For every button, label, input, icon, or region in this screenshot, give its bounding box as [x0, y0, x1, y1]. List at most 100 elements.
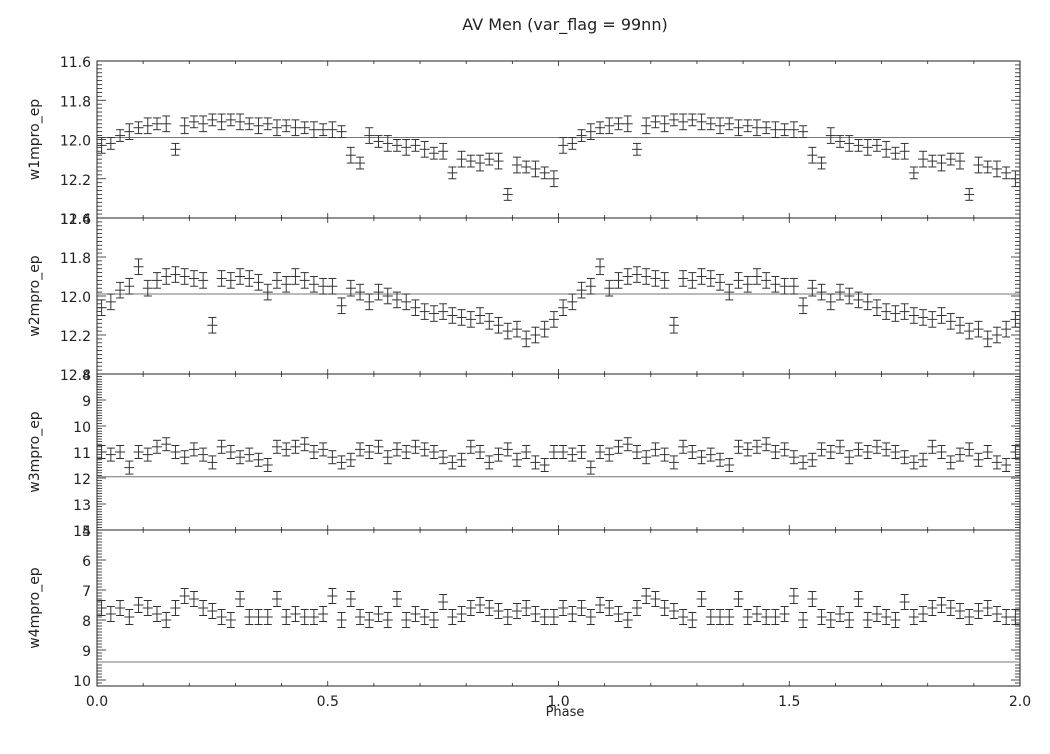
data-point: [456, 150, 467, 168]
data-point: [908, 166, 919, 180]
data-point: [973, 156, 984, 174]
data-point: [124, 123, 135, 140]
data-point: [253, 452, 264, 467]
data-point: [262, 117, 273, 131]
data-point: [308, 445, 319, 459]
data-point: [788, 450, 799, 465]
data-point: [271, 439, 282, 454]
data-point: [391, 139, 402, 152]
data-point: [161, 437, 172, 452]
data-point: [899, 142, 910, 160]
data-point: [844, 612, 855, 628]
data-point: [170, 445, 181, 459]
y-tick-label: 9: [82, 394, 91, 410]
data-point: [1010, 170, 1021, 188]
data-point: [770, 609, 781, 625]
data-point: [133, 597, 144, 613]
data-point: [899, 594, 910, 610]
data-point: [668, 455, 679, 470]
data-point: [401, 612, 412, 628]
data-point: [881, 303, 892, 320]
data-point: [558, 600, 569, 616]
data-point: [299, 121, 310, 135]
x-axis-label: Phase: [546, 705, 585, 720]
data-point: [428, 612, 439, 628]
data-point: [105, 606, 116, 622]
data-point: [1001, 320, 1012, 338]
data-point: [327, 277, 338, 295]
data-point: [511, 320, 522, 338]
panel-frame: [96, 217, 1021, 375]
y-tick-label: 11: [73, 446, 91, 462]
data-point: [151, 439, 162, 454]
data-point: [364, 127, 375, 144]
data-point: [687, 272, 698, 289]
data-point: [650, 115, 661, 129]
data-points: [96, 437, 1021, 475]
data-point: [955, 152, 966, 170]
data-point: [327, 450, 338, 465]
data-point: [235, 591, 246, 607]
data-point: [161, 612, 172, 628]
data-point: [235, 450, 246, 465]
data-point: [318, 606, 329, 622]
data-point: [308, 121, 319, 139]
data-point: [835, 606, 846, 622]
data-point: [502, 609, 513, 625]
data-point: [733, 439, 744, 454]
data-point: [410, 299, 421, 316]
data-point: [530, 326, 541, 344]
data-point: [945, 455, 956, 470]
data-point: [493, 152, 504, 170]
data-point: [558, 445, 569, 459]
data-point: [724, 283, 735, 301]
data-point: [955, 316, 966, 334]
data-point: [419, 303, 430, 320]
data-point: [668, 603, 679, 619]
y-tick-label: 12.2: [60, 329, 91, 345]
data-point: [327, 121, 338, 139]
data-point: [198, 447, 209, 462]
data-point: [964, 609, 975, 625]
data-point: [742, 119, 753, 133]
y-tick-label: 5: [82, 524, 91, 540]
data-point: [225, 612, 236, 628]
data-point: [807, 591, 818, 607]
data-point: [493, 447, 504, 462]
data-point: [918, 309, 929, 326]
data-point: [835, 439, 846, 454]
data-point: [936, 597, 947, 613]
data-point: [188, 270, 199, 287]
data-point: [982, 600, 993, 616]
data-point: [105, 447, 116, 462]
data-point: [705, 270, 716, 287]
data-point: [751, 119, 762, 137]
data-point: [576, 445, 587, 459]
data-point: [751, 606, 762, 622]
data-point: [595, 258, 606, 276]
data-point: [216, 113, 227, 131]
data-point: [678, 113, 689, 131]
data-point: [410, 139, 421, 152]
data-point: [235, 268, 246, 285]
y-tick-label: 9: [82, 644, 91, 660]
data-point: [687, 445, 698, 459]
data-point: [927, 311, 938, 328]
data-point: [511, 156, 522, 174]
data-point: [548, 170, 559, 188]
panel-1: 11.6 11.8 12.0 12.2 12.4 w1mpro_ep: [27, 55, 1021, 228]
data-point: [585, 609, 596, 625]
data-point: [936, 445, 947, 459]
data-point: [613, 272, 624, 289]
data-point: [484, 313, 495, 330]
data-point: [751, 268, 762, 285]
data-point: [475, 154, 486, 172]
data-point: [548, 311, 559, 328]
data-point: [705, 117, 716, 131]
data-point: [761, 121, 772, 135]
data-point: [770, 276, 781, 293]
data-point: [179, 268, 190, 285]
data-point: [687, 113, 698, 127]
data-point: [761, 609, 772, 625]
data-point: [271, 119, 282, 137]
